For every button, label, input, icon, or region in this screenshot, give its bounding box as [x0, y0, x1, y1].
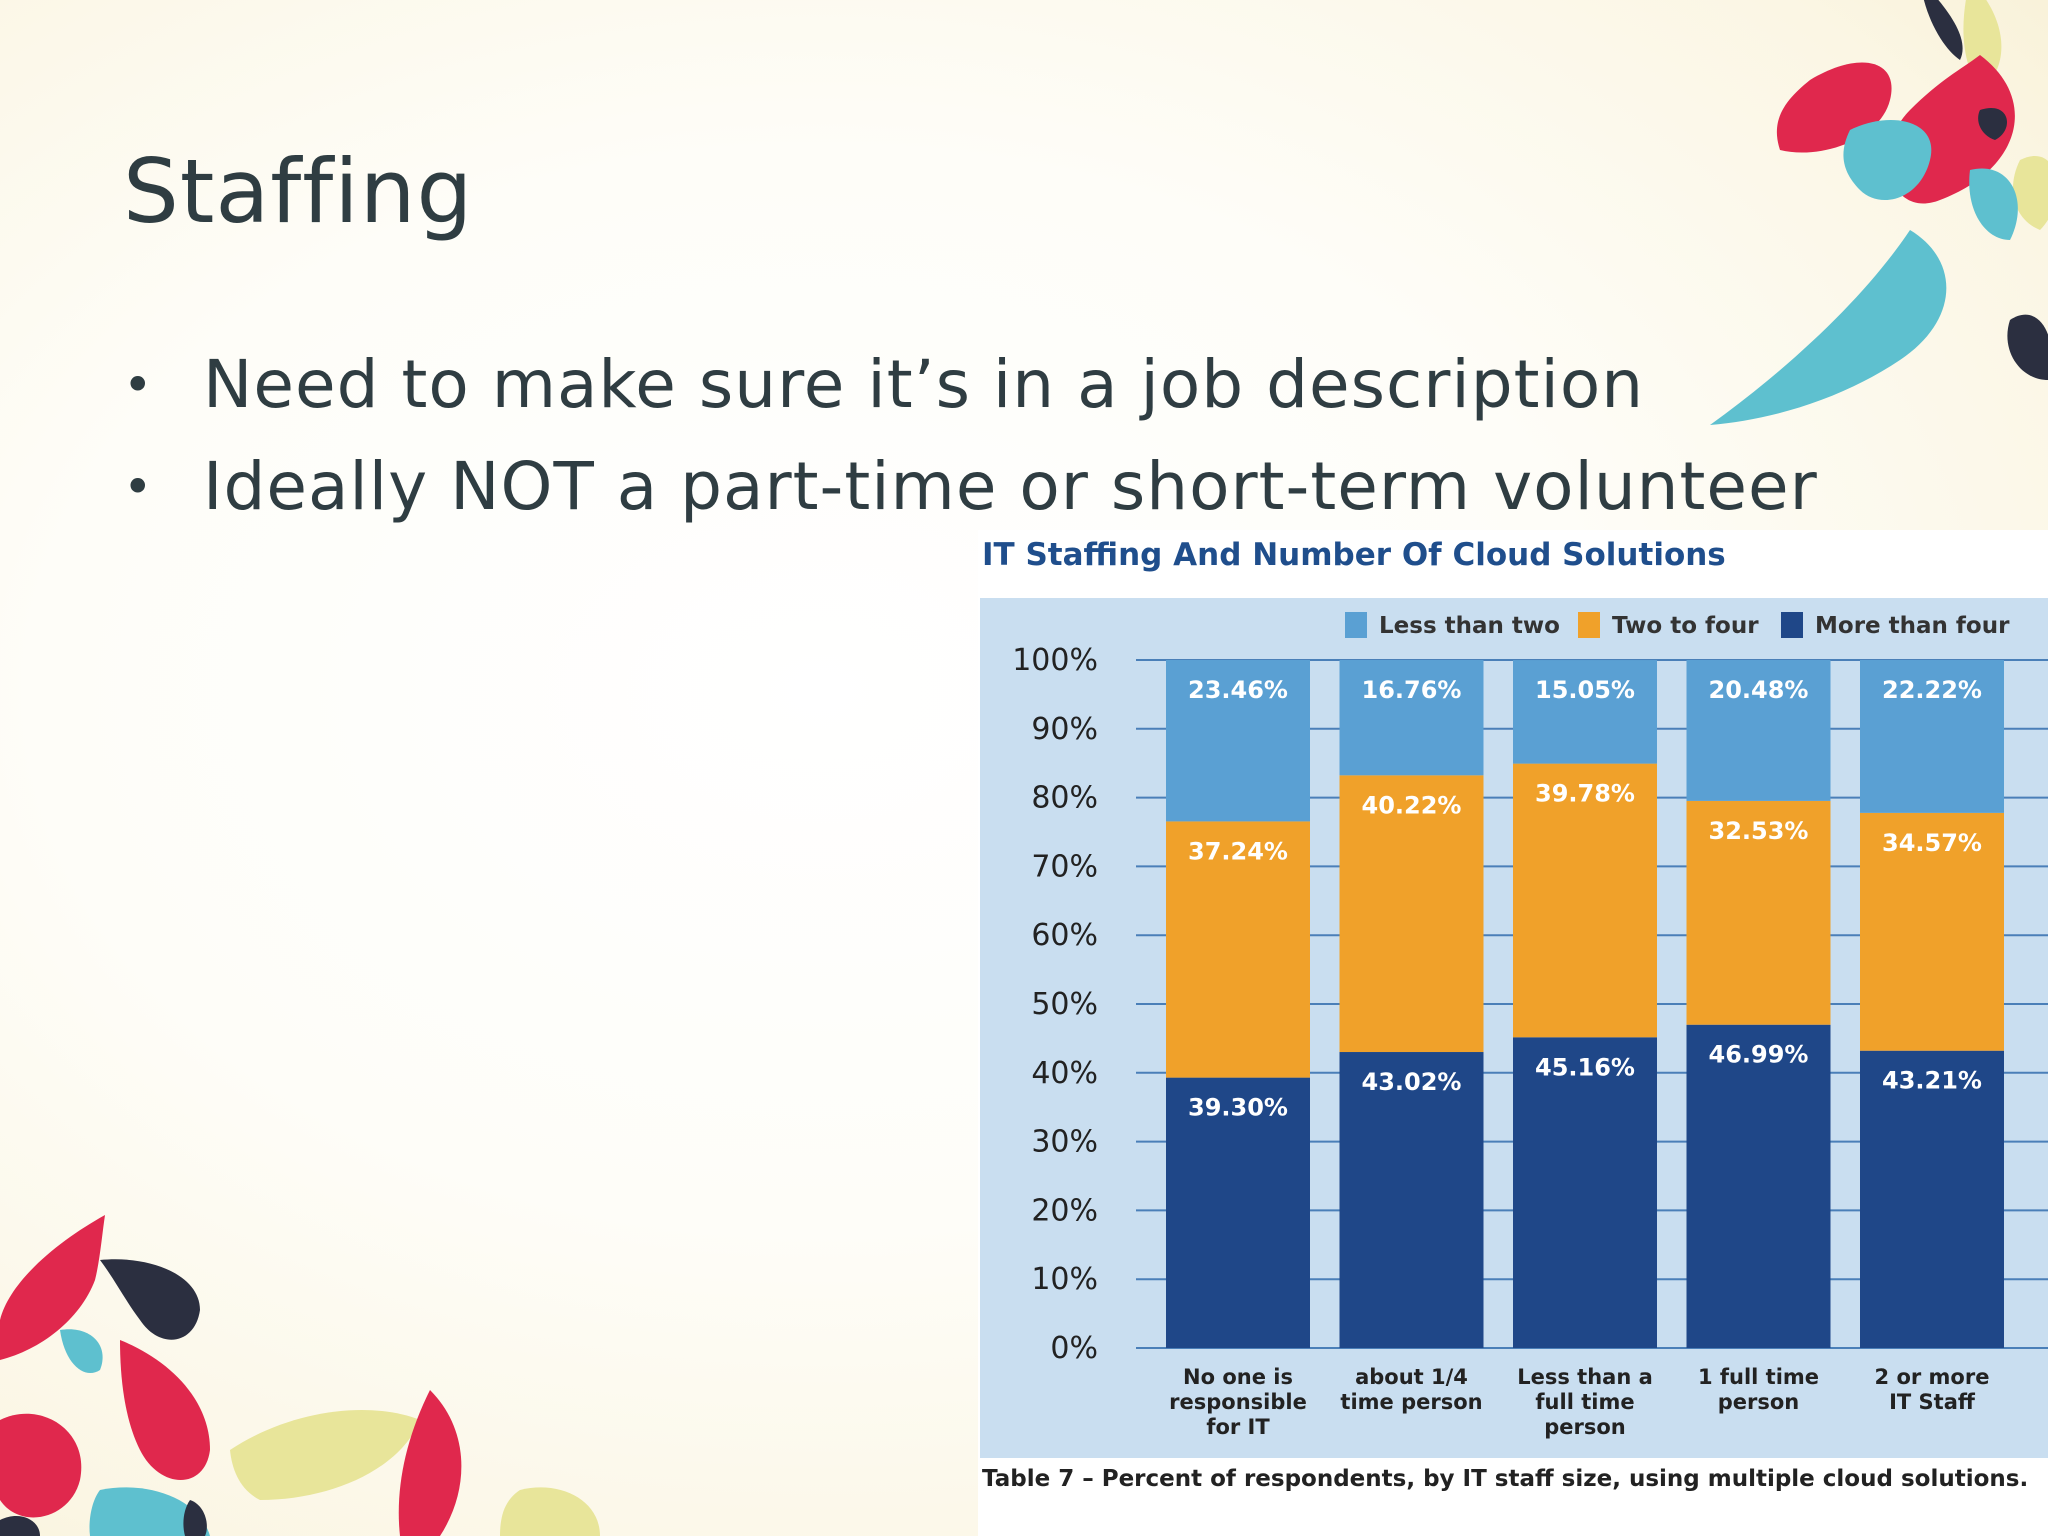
petal-teal-b	[89, 1487, 210, 1536]
bar-segment	[1686, 1024, 1831, 1348]
petal-teal-a	[60, 1329, 103, 1374]
x-category-label: 2 or more	[1875, 1365, 1990, 1389]
bar-data-label: 39.78%	[1535, 780, 1635, 808]
y-tick-label: 20%	[1031, 1193, 1098, 1228]
petal-yellow-right	[2012, 156, 2048, 230]
bar-segment	[1513, 1037, 1657, 1348]
legend-label: Two to four	[1612, 613, 1759, 639]
y-tick-label: 40%	[1031, 1056, 1098, 1091]
petal-navy-right	[2007, 314, 2048, 380]
bullet-text: Need to make sure it’s in a job descript…	[203, 346, 1645, 423]
decorative-petals-bottom-left	[0, 1215, 600, 1536]
bar-data-label: 40.22%	[1362, 791, 1462, 819]
petal-yellow-a	[230, 1410, 420, 1500]
petal-red-c	[0, 1413, 82, 1518]
bar-data-label: 37.24%	[1188, 837, 1288, 865]
y-tick-label: 70%	[1031, 849, 1098, 884]
legend-swatch	[1781, 612, 1803, 638]
petal-navy	[1923, 0, 1963, 60]
bullet-item: • Need to make sure it’s in a job descri…	[123, 340, 1818, 442]
decorative-petals-top-right	[1710, 0, 2048, 425]
bar-data-label: 32.53%	[1709, 817, 1809, 845]
x-category-label: 1 full time	[1698, 1365, 1819, 1389]
bar-segment	[1166, 821, 1310, 1078]
x-category-label: No one is	[1183, 1365, 1293, 1389]
bar-segment	[1166, 660, 1310, 822]
legend-label: More than four	[1815, 613, 2010, 639]
legend-swatch	[1578, 612, 1600, 638]
bar-data-label: 20.48%	[1709, 676, 1809, 704]
petal-teal-right	[1969, 168, 2018, 240]
bar-segment	[1513, 763, 1657, 1038]
x-category-label: time person	[1340, 1390, 1482, 1414]
bar-data-label: 23.46%	[1188, 676, 1288, 704]
bar-segment	[1686, 800, 1831, 1025]
petal-red-d	[398, 1390, 462, 1536]
chart-container: IT Staffing And Number Of Cloud Solution…	[978, 530, 2048, 1536]
bar-segment	[1686, 660, 1831, 801]
x-category-label: responsible	[1169, 1390, 1307, 1414]
bar-data-label: 43.02%	[1362, 1068, 1462, 1096]
x-category-label: about 1/4	[1355, 1365, 1468, 1389]
x-category-label: person	[1544, 1415, 1626, 1439]
bar-data-label: 43.21%	[1882, 1067, 1982, 1095]
petal-red-b	[120, 1340, 210, 1480]
bar-segment	[1513, 660, 1657, 764]
y-tick-label: 10%	[1031, 1262, 1098, 1297]
y-tick-label: 30%	[1031, 1125, 1098, 1160]
bullet-text: Ideally NOT a part-time or short-term vo…	[203, 448, 1818, 525]
stacked-bar-chart: IT Staffing And Number Of Cloud Solution…	[978, 530, 2048, 1536]
chart-caption: Table 7 – Percent of respondents, by IT …	[982, 1466, 2028, 1492]
petal-teal-upper	[1843, 120, 1932, 200]
y-tick-label: 60%	[1031, 918, 1098, 953]
bar-data-label: 34.57%	[1882, 829, 1982, 857]
petal-navy-a	[100, 1259, 200, 1340]
y-tick-label: 0%	[1050, 1331, 1098, 1366]
bar-data-label: 45.16%	[1535, 1053, 1635, 1081]
bullet-list: • Need to make sure it’s in a job descri…	[123, 340, 1818, 544]
petal-navy-c	[0, 1515, 40, 1536]
bullet-item: • Ideally NOT a part-time or short-term …	[123, 442, 1818, 544]
chart-title: IT Staffing And Number Of Cloud Solution…	[982, 537, 1726, 573]
legend-swatch	[1345, 612, 1367, 638]
x-category-label: Less than a	[1517, 1365, 1653, 1389]
y-tick-label: 90%	[1031, 712, 1098, 747]
legend-label: Less than two	[1379, 613, 1560, 639]
bar-segment	[1860, 812, 2004, 1051]
petal-navy-b	[183, 1500, 207, 1536]
bar-segment	[1339, 1052, 1484, 1348]
bar-data-label: 15.05%	[1535, 676, 1635, 704]
bullet-dot: •	[123, 458, 154, 516]
petal-yellow-b	[500, 1487, 600, 1536]
bar-data-label: 39.30%	[1188, 1094, 1288, 1122]
petal-red-a	[0, 1215, 105, 1360]
petal-navy-mid	[1978, 107, 2007, 140]
slide-title: Staffing	[123, 140, 474, 243]
bar-segment	[1860, 660, 2004, 813]
bar-segment	[1860, 1050, 2004, 1348]
bar-segment	[1339, 660, 1484, 776]
petal-teal-lower	[1710, 230, 1947, 425]
x-category-label: full time	[1535, 1390, 1634, 1414]
bar-data-label: 46.99%	[1709, 1041, 1809, 1069]
bar-data-label: 16.76%	[1362, 676, 1462, 704]
x-category-label: for IT	[1206, 1415, 1270, 1439]
x-category-label: IT Staff	[1889, 1390, 1976, 1414]
y-tick-label: 100%	[1012, 643, 1098, 678]
y-tick-label: 80%	[1031, 781, 1098, 816]
bar-segment	[1166, 1077, 1310, 1348]
x-category-label: person	[1718, 1390, 1800, 1414]
bar-data-label: 22.22%	[1882, 676, 1982, 704]
y-tick-label: 50%	[1031, 987, 1098, 1022]
bullet-dot: •	[123, 356, 154, 414]
bar-segment	[1339, 775, 1484, 1053]
